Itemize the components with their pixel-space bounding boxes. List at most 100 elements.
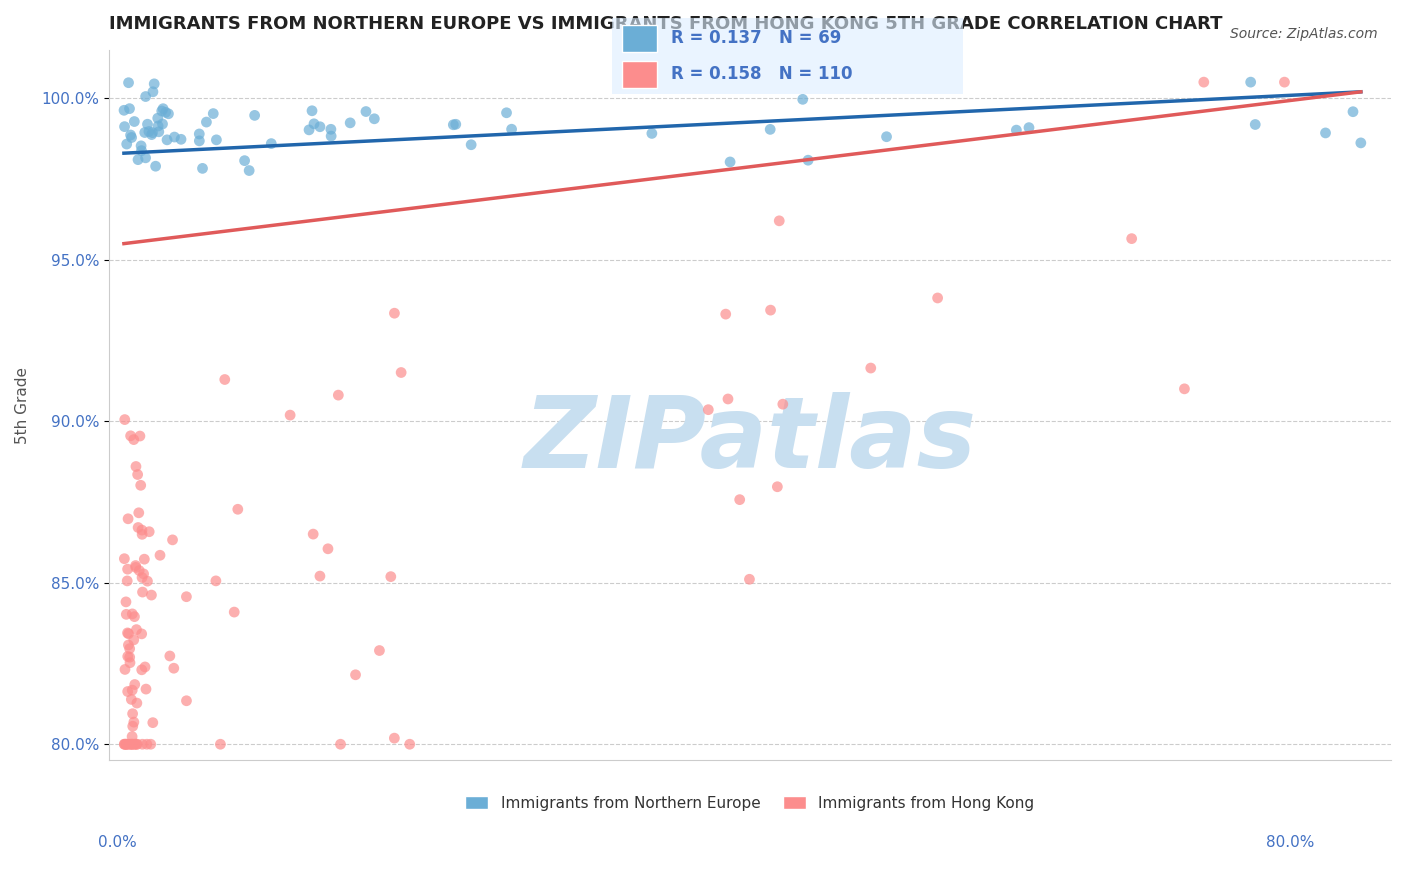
Point bbox=[114, 412, 136, 426]
Point bbox=[127, 467, 149, 482]
Point bbox=[132, 566, 155, 581]
Point bbox=[155, 105, 177, 120]
Point bbox=[117, 638, 139, 652]
Point bbox=[363, 112, 385, 126]
Point bbox=[125, 623, 148, 637]
Point bbox=[138, 124, 160, 138]
Point bbox=[278, 408, 301, 422]
Point bbox=[125, 459, 148, 474]
Point bbox=[495, 105, 517, 120]
Point bbox=[1274, 75, 1296, 89]
Point bbox=[129, 429, 152, 443]
Point bbox=[876, 129, 898, 144]
Point bbox=[176, 590, 198, 604]
Point bbox=[152, 117, 174, 131]
Text: 80.0%: 80.0% bbox=[1267, 836, 1315, 850]
Point bbox=[124, 609, 146, 624]
Point bbox=[112, 551, 135, 566]
Point bbox=[441, 118, 464, 132]
Point bbox=[768, 214, 790, 228]
Point bbox=[120, 737, 142, 751]
Point bbox=[138, 524, 160, 539]
Point bbox=[728, 492, 751, 507]
Point bbox=[135, 89, 157, 103]
Point bbox=[772, 397, 794, 411]
Point bbox=[120, 692, 142, 706]
Point bbox=[152, 102, 174, 116]
Point bbox=[797, 153, 820, 168]
Text: R = 0.137   N = 69: R = 0.137 N = 69 bbox=[672, 29, 842, 47]
Point bbox=[118, 641, 141, 656]
Text: IMMIGRANTS FROM NORTHERN EUROPE VS IMMIGRANTS FROM HONG KONG 5TH GRADE CORRELATI: IMMIGRANTS FROM NORTHERN EUROPE VS IMMIG… bbox=[108, 15, 1222, 33]
Point bbox=[1192, 75, 1215, 89]
Point bbox=[134, 660, 156, 674]
Point bbox=[117, 737, 139, 751]
Point bbox=[792, 92, 814, 106]
Point bbox=[131, 144, 153, 158]
Point bbox=[124, 737, 146, 751]
Point bbox=[1240, 75, 1263, 89]
Point bbox=[1341, 104, 1364, 119]
Text: ZIPatlas: ZIPatlas bbox=[523, 392, 977, 489]
Point bbox=[125, 696, 148, 710]
Point bbox=[117, 562, 139, 576]
Point bbox=[131, 570, 153, 584]
Point bbox=[131, 527, 153, 541]
Point bbox=[738, 572, 761, 586]
Point bbox=[170, 132, 193, 146]
Point bbox=[176, 694, 198, 708]
Point bbox=[148, 125, 170, 139]
Point bbox=[384, 306, 406, 320]
Point bbox=[131, 737, 153, 751]
Point bbox=[224, 605, 246, 619]
Point bbox=[260, 136, 283, 151]
Point bbox=[129, 478, 152, 492]
Point bbox=[146, 119, 169, 133]
Point bbox=[927, 291, 949, 305]
Point bbox=[859, 361, 882, 376]
Point bbox=[112, 737, 135, 751]
Point bbox=[121, 607, 143, 621]
Point bbox=[117, 684, 139, 698]
Point bbox=[121, 683, 143, 698]
Point bbox=[717, 392, 740, 406]
Point bbox=[460, 137, 482, 152]
Point bbox=[141, 588, 163, 602]
Point bbox=[156, 133, 179, 147]
Point bbox=[718, 155, 741, 169]
Point bbox=[1005, 123, 1028, 137]
Point bbox=[339, 116, 361, 130]
Point bbox=[149, 548, 172, 562]
Point bbox=[121, 719, 143, 733]
Point bbox=[389, 366, 412, 380]
Point bbox=[121, 737, 143, 751]
Point bbox=[122, 433, 145, 447]
Point bbox=[163, 130, 186, 145]
Point bbox=[301, 103, 323, 118]
Point bbox=[141, 126, 163, 140]
Point bbox=[697, 402, 720, 417]
Point bbox=[136, 117, 159, 131]
Point bbox=[309, 120, 332, 134]
Point bbox=[233, 153, 256, 168]
Point bbox=[354, 104, 377, 119]
Point bbox=[127, 153, 149, 167]
Point bbox=[121, 130, 143, 145]
Point bbox=[134, 126, 156, 140]
Point bbox=[114, 120, 136, 134]
Point bbox=[1018, 120, 1040, 135]
FancyBboxPatch shape bbox=[621, 61, 658, 87]
Text: R = 0.158   N = 110: R = 0.158 N = 110 bbox=[672, 65, 853, 83]
Point bbox=[188, 127, 211, 141]
Point bbox=[298, 123, 321, 137]
Point bbox=[135, 151, 157, 165]
Point bbox=[398, 737, 420, 751]
Point bbox=[188, 134, 211, 148]
Point bbox=[319, 122, 342, 136]
Point bbox=[191, 161, 214, 176]
Point bbox=[114, 737, 136, 751]
Point bbox=[444, 117, 467, 131]
Point bbox=[128, 564, 150, 578]
Point bbox=[131, 523, 153, 537]
Point bbox=[1121, 232, 1143, 246]
